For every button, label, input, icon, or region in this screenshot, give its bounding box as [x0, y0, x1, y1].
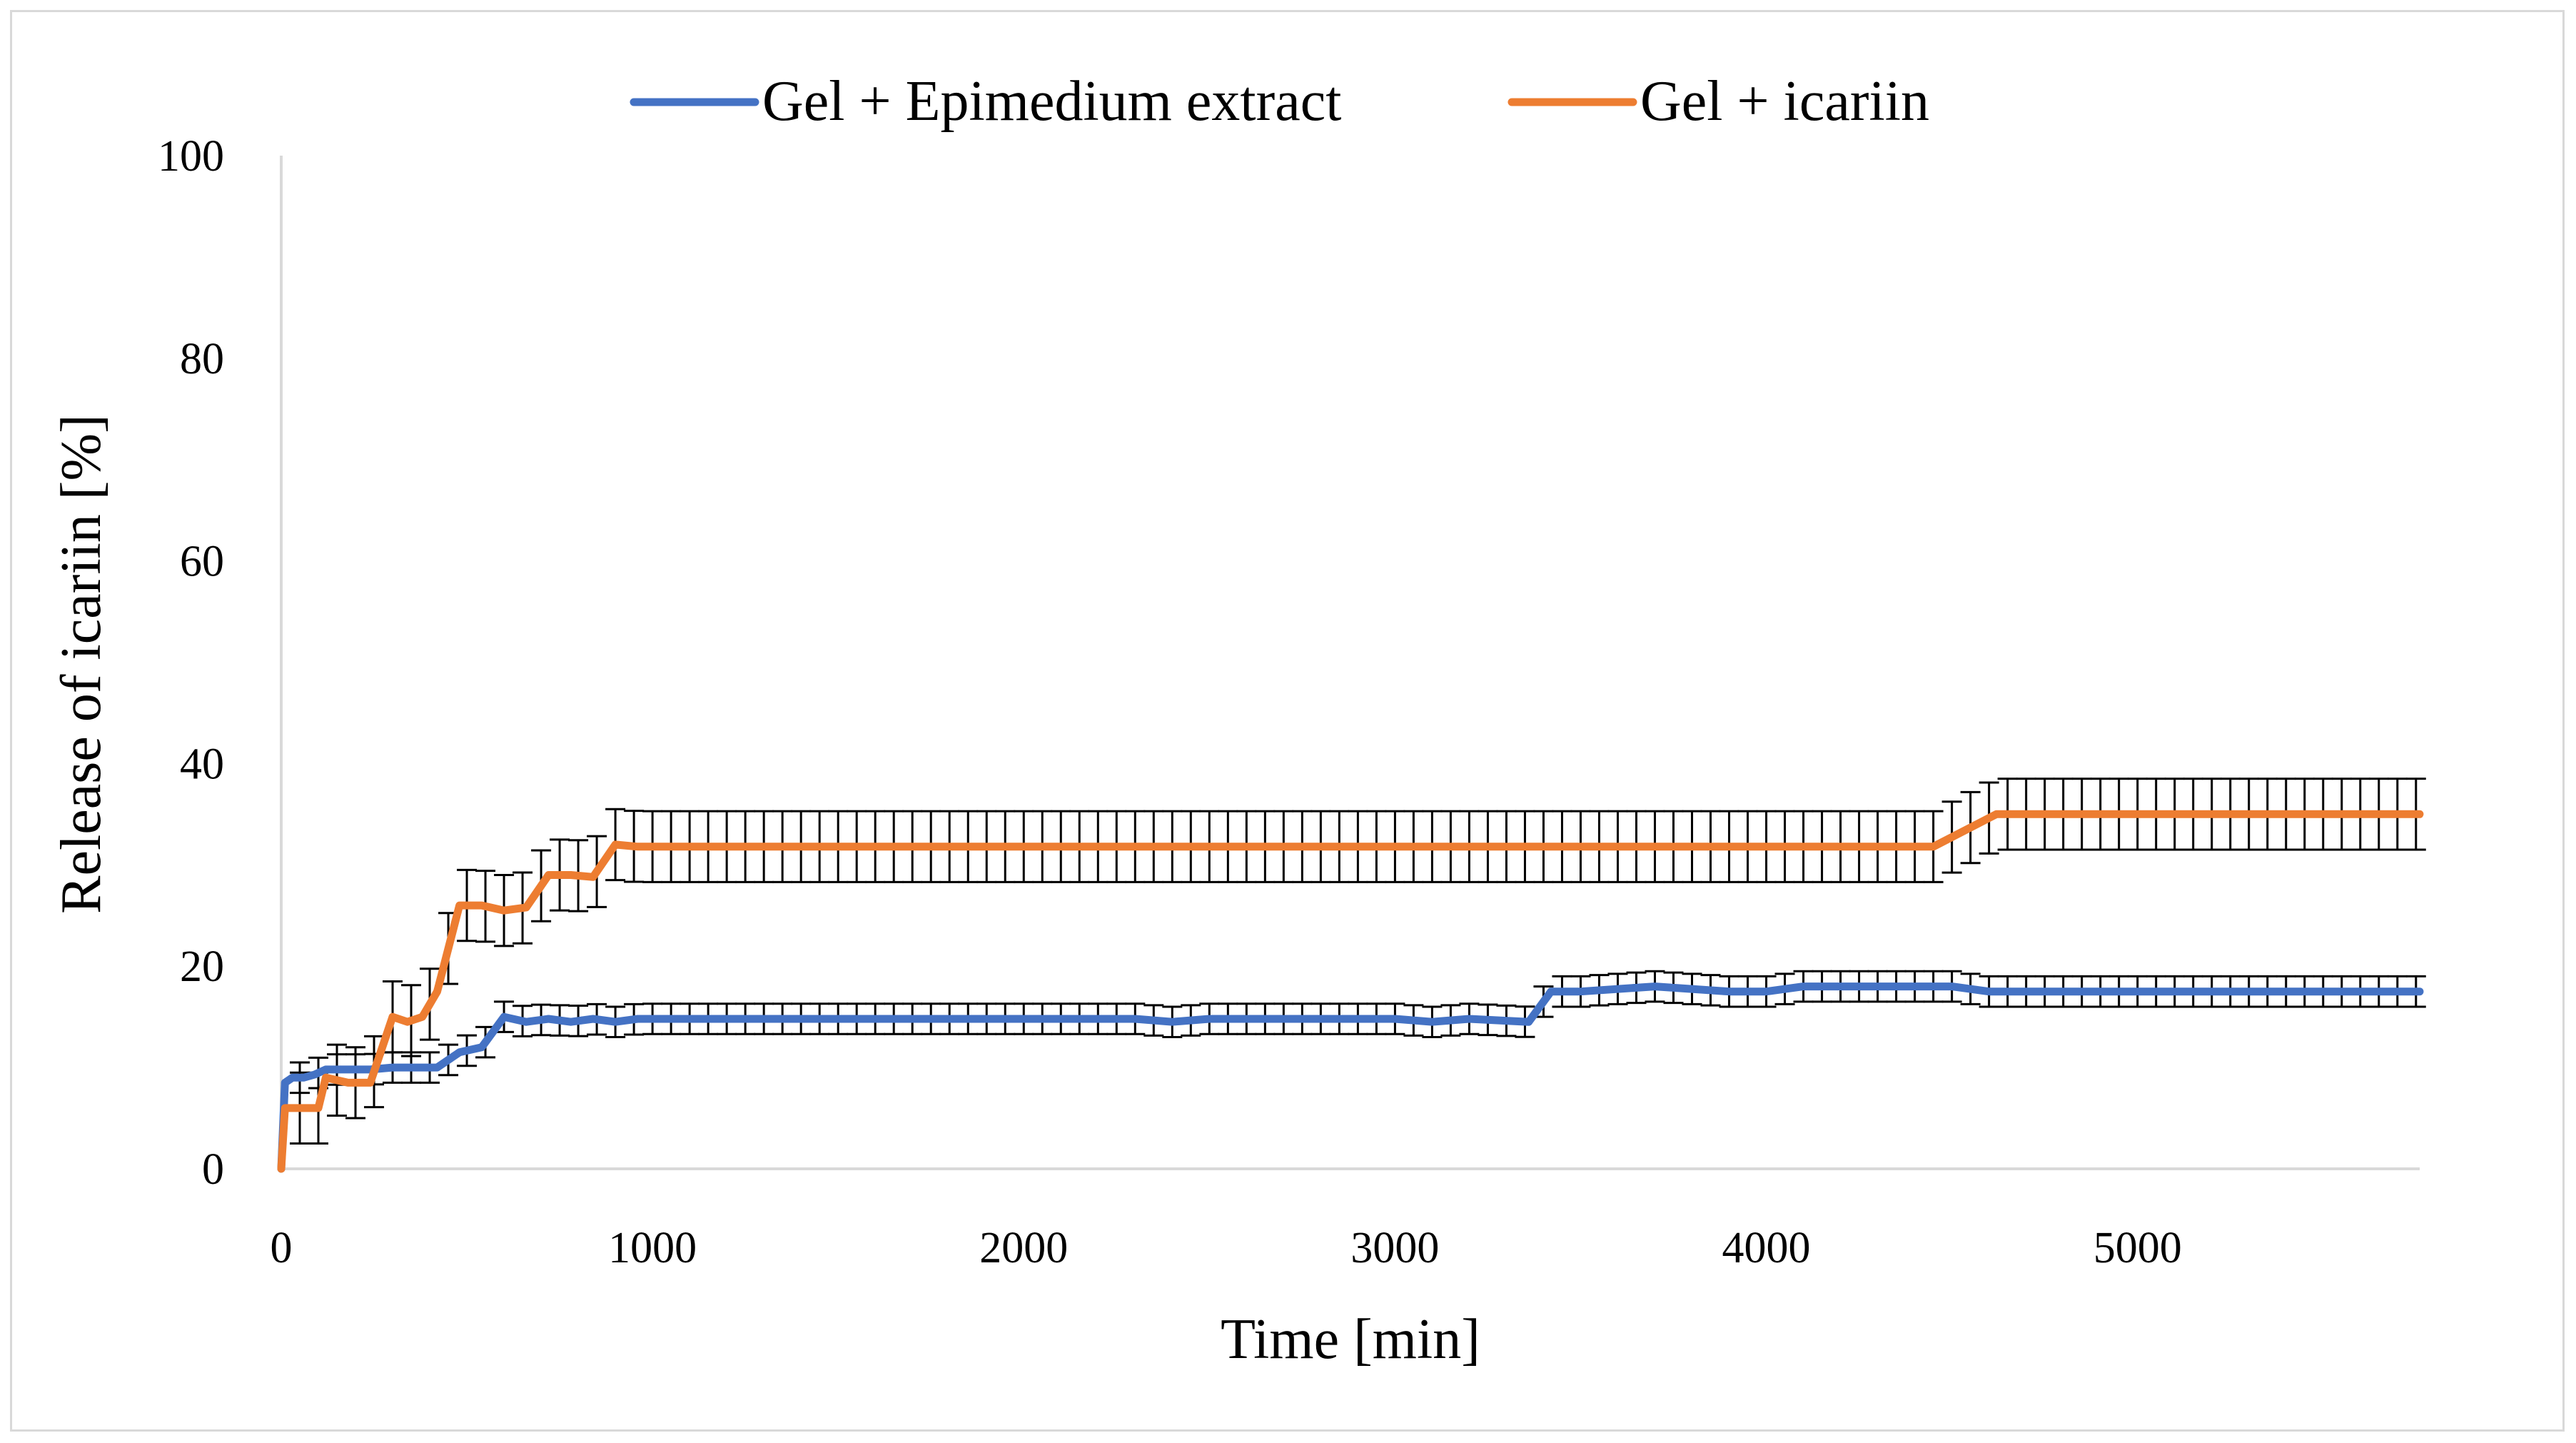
- y-tick-labels: 0 20 40 60 80 100: [158, 132, 224, 1194]
- x-tick-labels: 0 1000 2000 3000 4000 5000: [271, 1224, 2182, 1272]
- x-tick-label: 3000: [1350, 1224, 1439, 1272]
- y-axis-title: Release of icariin [%]: [50, 414, 113, 914]
- y-tick-label: 80: [180, 335, 224, 383]
- series-line-icariin: [277, 810, 2424, 1173]
- legend-label-icariin: Gel + icariin: [1640, 70, 1929, 133]
- x-tick-label: 4000: [1722, 1224, 1811, 1272]
- y-tick-label: 40: [180, 740, 224, 788]
- series-lines: [277, 810, 2424, 1173]
- legend-label-epimedium: Gel + Epimedium extract: [762, 70, 1342, 133]
- y-tick-label: 20: [180, 942, 224, 991]
- error-bars: [290, 778, 2426, 1145]
- x-tick-label: 2000: [979, 1224, 1068, 1272]
- y-tick-label: 0: [202, 1145, 224, 1194]
- y-tick-label: 100: [158, 132, 224, 181]
- legend: Gel + Epimedium extract Gel + icariin: [630, 70, 1929, 133]
- x-tick-label: 0: [271, 1224, 293, 1272]
- x-axis-title: Time [min]: [1221, 1308, 1480, 1371]
- x-tick-label: 1000: [608, 1224, 697, 1272]
- y-tick-label: 60: [180, 538, 224, 586]
- chart-frame: [10, 10, 2565, 1432]
- x-tick-label: 5000: [2093, 1224, 2182, 1272]
- series-line-epimedium: [277, 982, 2424, 1173]
